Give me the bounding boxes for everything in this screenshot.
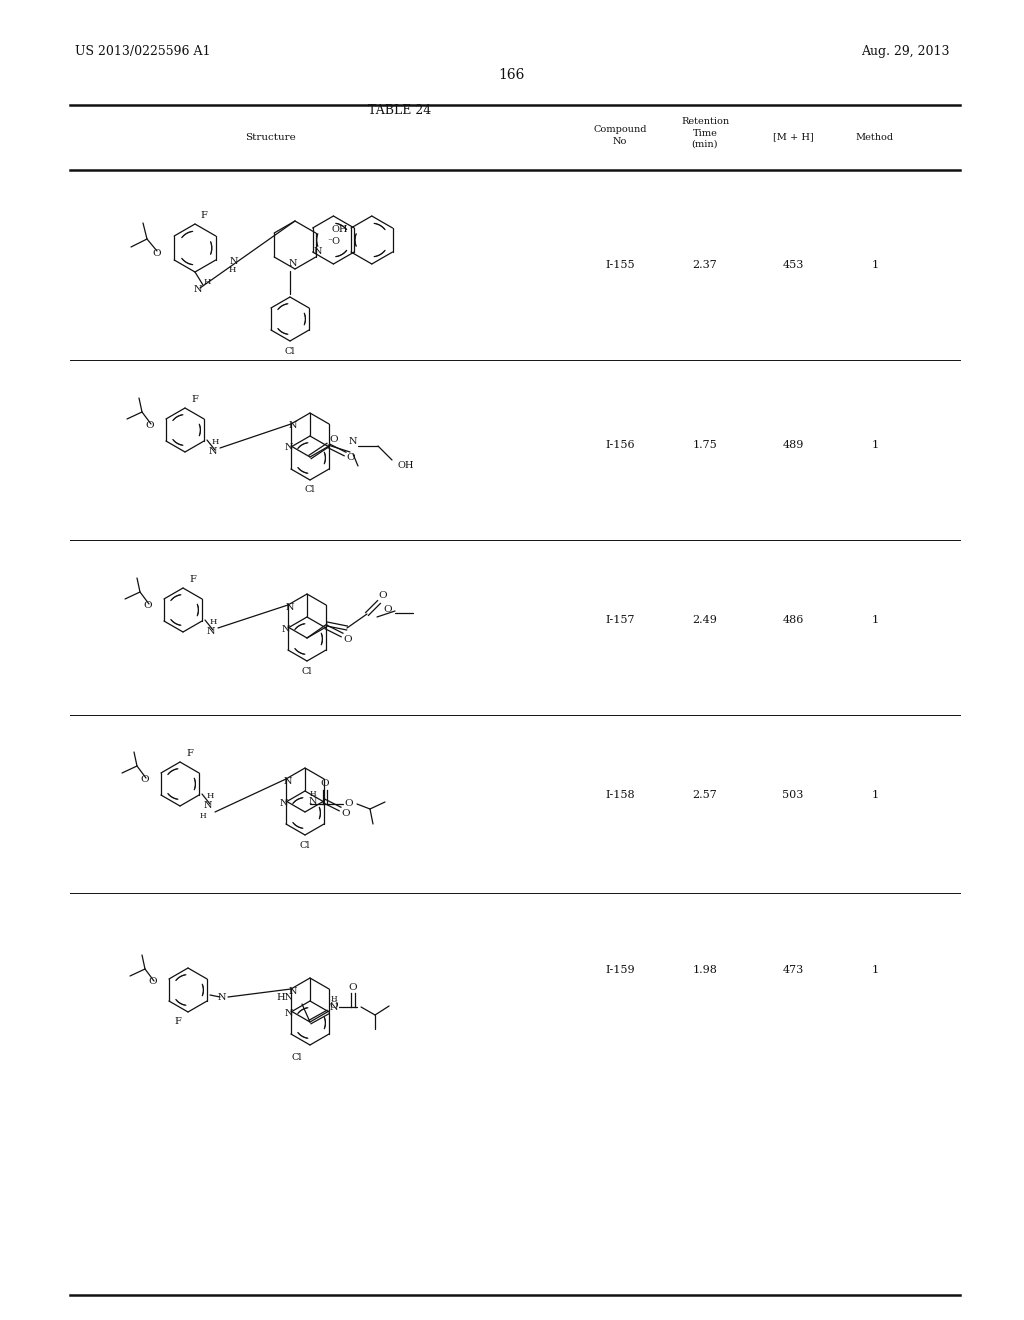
Text: O: O [379, 591, 387, 601]
Text: N: N [285, 444, 293, 453]
Text: 1: 1 [871, 440, 879, 450]
Text: (min): (min) [692, 140, 718, 149]
Text: HN: HN [276, 994, 294, 1002]
Text: F: F [191, 395, 198, 404]
Text: N: N [286, 602, 294, 611]
Text: F: F [189, 574, 196, 583]
Text: 2.37: 2.37 [692, 260, 718, 271]
Text: 1.75: 1.75 [692, 440, 718, 450]
Text: N: N [284, 776, 292, 785]
Text: N: N [204, 801, 212, 810]
Text: Cl: Cl [305, 486, 315, 495]
Text: H: H [200, 812, 206, 820]
Text: N: N [289, 986, 297, 995]
Text: I-155: I-155 [605, 260, 635, 271]
Text: O: O [330, 1002, 338, 1011]
Text: [M + H]: [M + H] [773, 132, 813, 141]
Text: 1.98: 1.98 [692, 965, 718, 975]
Text: Cl: Cl [302, 667, 312, 676]
Text: O: O [145, 421, 154, 429]
Text: 2.57: 2.57 [692, 789, 718, 800]
Text: Cl: Cl [300, 841, 310, 850]
Text: H: H [206, 792, 214, 800]
Text: Time: Time [692, 128, 718, 137]
Text: O: O [347, 454, 355, 462]
Text: F: F [186, 748, 193, 758]
Text: ⁻O: ⁻O [328, 236, 340, 246]
Text: H: H [331, 995, 337, 1003]
Text: N: N [230, 257, 239, 267]
Text: N: N [285, 1008, 293, 1018]
Text: N: N [209, 447, 217, 457]
Text: N: N [330, 1002, 338, 1011]
Text: N: N [207, 627, 215, 636]
Text: N: N [280, 799, 288, 808]
Text: F: F [200, 211, 207, 220]
Text: 453: 453 [782, 260, 804, 271]
Text: I-156: I-156 [605, 440, 635, 450]
Text: No: No [612, 137, 627, 147]
Text: N: N [289, 421, 297, 430]
Text: I-159: I-159 [605, 965, 635, 975]
Text: I-157: I-157 [605, 615, 635, 624]
Text: N: N [282, 624, 290, 634]
Text: F: F [174, 1016, 181, 1026]
Text: Cl: Cl [292, 1052, 302, 1061]
Text: Aug. 29, 2013: Aug. 29, 2013 [861, 45, 950, 58]
Text: Method: Method [856, 132, 894, 141]
Text: O: O [330, 434, 338, 444]
Text: H: H [209, 618, 217, 626]
Text: Retention: Retention [681, 117, 729, 127]
Text: O: O [153, 248, 161, 257]
Text: OH: OH [332, 224, 348, 234]
Text: N: N [194, 285, 203, 294]
Text: H: H [211, 438, 219, 446]
Text: N: N [218, 993, 226, 1002]
Text: Cl: Cl [285, 346, 295, 355]
Text: H: H [309, 789, 316, 799]
Text: O: O [342, 808, 350, 817]
Text: N: N [289, 259, 297, 268]
Text: 1: 1 [871, 789, 879, 800]
Text: H: H [228, 267, 236, 275]
Text: Structure: Structure [245, 132, 295, 141]
Text: O: O [148, 978, 157, 986]
Text: 503: 503 [782, 789, 804, 800]
Text: O: O [140, 775, 150, 784]
Text: O: O [384, 605, 392, 614]
Text: 473: 473 [782, 965, 804, 975]
Text: O: O [143, 601, 152, 610]
Text: 1: 1 [871, 965, 879, 975]
Text: OH: OH [398, 462, 415, 470]
Text: US 2013/0225596 A1: US 2013/0225596 A1 [75, 45, 211, 58]
Text: 489: 489 [782, 440, 804, 450]
Text: O: O [345, 800, 353, 808]
Text: 486: 486 [782, 615, 804, 624]
Text: O: O [344, 635, 352, 644]
Text: Compound: Compound [593, 125, 647, 135]
Text: I-158: I-158 [605, 789, 635, 800]
Text: 1: 1 [871, 615, 879, 624]
Text: 1: 1 [871, 260, 879, 271]
Text: 166: 166 [499, 69, 525, 82]
Text: O: O [349, 982, 357, 991]
Text: H: H [204, 279, 211, 286]
Text: TABLE 24: TABLE 24 [369, 103, 432, 116]
Text: O: O [321, 780, 330, 788]
Text: N: N [309, 797, 317, 807]
Text: 2.49: 2.49 [692, 615, 718, 624]
Text: N: N [313, 247, 322, 256]
Text: N: N [349, 437, 357, 446]
